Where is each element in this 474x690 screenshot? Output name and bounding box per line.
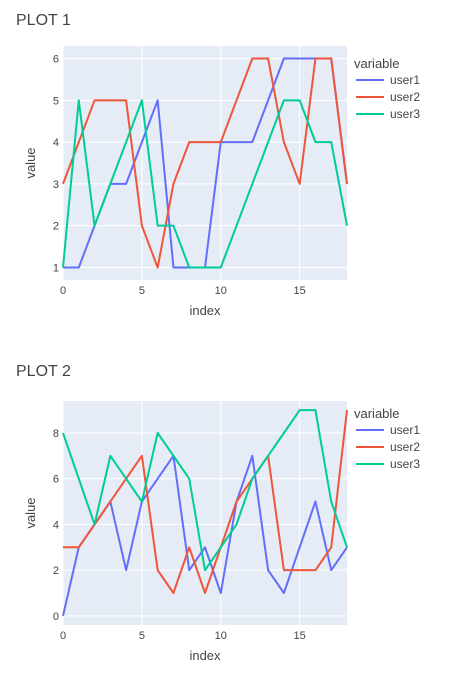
- plot-1-legend-swatch-user1: [356, 79, 384, 81]
- plot-2-series-line-user2[interactable]: [63, 410, 348, 594]
- plot-2-legend-label-user1: user1: [390, 423, 421, 437]
- plot-2-legend-swatch-user1: [356, 429, 384, 431]
- plot-1-legend-item-user3[interactable]: user3: [356, 107, 420, 121]
- plot-1-y-tick-label: 2: [53, 221, 59, 233]
- plot-2-legend-title: variable: [354, 406, 400, 421]
- plot-2-y-tick-label: 6: [53, 474, 59, 486]
- plot-2-series-line-user3[interactable]: [62, 409, 348, 572]
- plot-1-x-tick-label: 15: [294, 285, 306, 297]
- plot-2-y-tick-label: 0: [53, 611, 59, 623]
- plot-2-x-tick-label: 0: [60, 630, 66, 642]
- plot-1-series-line-user2[interactable]: [62, 57, 348, 269]
- plot-2-x-tick-label: 10: [215, 630, 227, 642]
- plot-2-y-axis-label: value: [23, 497, 38, 528]
- plot-2-legend-swatch-user3: [356, 463, 384, 465]
- plot-1-chart: 1 2 3 4 5 6 0 5 10 15 index value: [23, 46, 348, 318]
- plot-2-legend-label-user2: user2: [390, 440, 421, 454]
- plot-1-y-tick-label: 3: [53, 179, 59, 191]
- plot-1-y-tick-label: 5: [53, 95, 59, 107]
- plot-1-series-line-user3[interactable]: [62, 99, 348, 269]
- plot-1-x-axis-label: index: [189, 303, 221, 318]
- plot-2-x-axis-label: index: [189, 648, 221, 663]
- plot-2-legend-item-user1[interactable]: user1: [356, 423, 420, 437]
- plot-1-x-tick-label: 0: [60, 285, 66, 297]
- plot-2-legend-item-user2[interactable]: user2: [356, 440, 420, 454]
- plot-1-legend-swatch-user3: [356, 113, 384, 115]
- plot-1-y-tick-label: 6: [53, 54, 59, 66]
- plot-1-y-axis-label: value: [23, 147, 38, 178]
- plot-1-legend-item-user2[interactable]: user2: [356, 90, 420, 104]
- plot-2-x-tick-label: 15: [294, 630, 306, 642]
- plot-2-legend-item-user3[interactable]: user3: [356, 457, 420, 471]
- plot-2-title: PLOT 2: [16, 363, 71, 380]
- plot-1-legend-title: variable: [354, 56, 400, 71]
- plot-2-y-tick-label: 2: [53, 565, 59, 577]
- plot-2-legend-swatch-user2: [356, 446, 384, 448]
- plot-1-y-tick-label: 4: [53, 137, 59, 149]
- plot-1-plot-area: [63, 46, 347, 280]
- plot-1-x-tick-label: 10: [215, 285, 227, 297]
- plot-1-legend-label-user3: user3: [390, 107, 421, 121]
- plot-1-legend-label-user1: user1: [390, 73, 421, 87]
- plot-2-y-tick-label: 4: [53, 519, 59, 531]
- plot-2-legend-label-user3: user3: [390, 457, 421, 471]
- plot-1-x-tick-label: 5: [139, 285, 145, 297]
- plot-2-x-tick-label: 5: [139, 630, 145, 642]
- plot-2-chart: 0 2 4 6 8 0 5 10 15 index value: [23, 401, 348, 663]
- plot-1-y-tick-label: 1: [53, 262, 59, 274]
- plot-2-y-tick-label: 8: [53, 428, 59, 440]
- plot-1-legend-item-user1[interactable]: user1: [356, 73, 420, 87]
- plot-1-legend-label-user2: user2: [390, 90, 421, 104]
- plot-1-title: PLOT 1: [16, 12, 71, 29]
- plot-1-legend-swatch-user2: [356, 96, 384, 98]
